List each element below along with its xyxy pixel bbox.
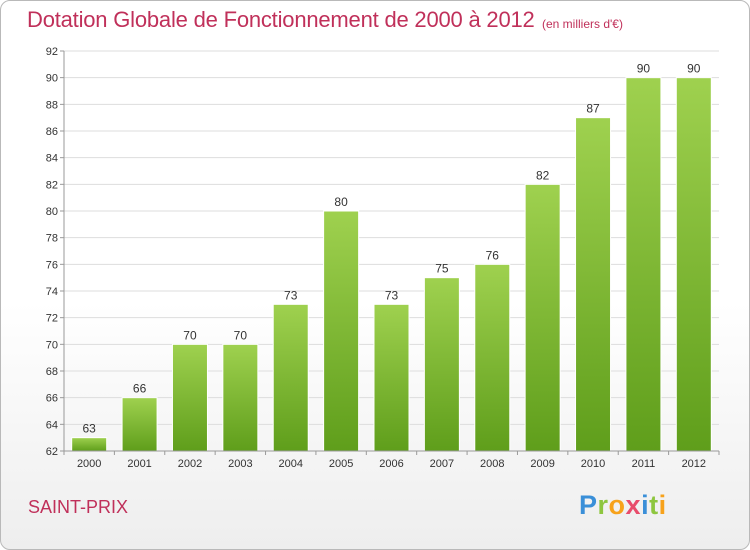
x-tick-label-2010: 2010	[581, 458, 605, 470]
x-tick-label-2005: 2005	[329, 458, 353, 470]
bar-2005	[323, 210, 360, 452]
x-tick-label-2008: 2008	[480, 458, 504, 470]
data-label-2000: 63	[83, 422, 97, 436]
y-tick-label: 84	[46, 153, 58, 165]
logo-letter: t	[649, 490, 659, 520]
bar-2009	[524, 183, 561, 452]
bar-2000	[71, 437, 108, 452]
chart-title: Dotation Globale de Fonctionnement de 20…	[27, 7, 535, 32]
data-label-2002: 70	[183, 328, 197, 342]
logo-letter: P	[579, 490, 598, 520]
logo-letter: x	[625, 490, 642, 520]
logo-letter: r	[597, 490, 609, 520]
data-label-2012: 90	[687, 62, 701, 76]
chart-subtitle: (en milliers d'€)	[542, 17, 623, 31]
y-tick-label: 72	[46, 313, 58, 325]
y-tick-label: 90	[46, 73, 58, 85]
bar-2010	[575, 117, 612, 452]
logo-letter: o	[608, 490, 626, 520]
y-tick-label: 78	[46, 233, 58, 245]
x-tick-label-2003: 2003	[228, 458, 252, 470]
y-tick-label: 82	[46, 179, 58, 191]
x-tick-label-2011: 2011	[632, 458, 656, 470]
data-label-2003: 70	[234, 328, 248, 342]
logo-letter: i	[658, 490, 667, 520]
y-tick-label: 64	[46, 419, 58, 431]
data-label-2008: 76	[486, 248, 500, 262]
x-axis: 2000 2001 2002 2003 2004 2005 2006 2007 2008 2009…	[63, 450, 720, 470]
y-tick-label: 62	[46, 446, 58, 458]
bars: 63 66 70 70 73 80 73 75 76 82 87 90 90	[71, 62, 712, 452]
y-tick-label: 92	[46, 46, 58, 58]
data-label-2001: 66	[133, 382, 147, 396]
data-label-2005: 80	[334, 195, 348, 209]
bar-2012	[675, 77, 712, 452]
proxiti-logo[interactable]: Proxiti	[579, 490, 667, 521]
x-tick-label-2012: 2012	[682, 458, 706, 470]
x-tick-label-2004: 2004	[278, 458, 302, 470]
data-label-2007: 75	[435, 262, 449, 276]
bar-2004	[272, 303, 309, 452]
x-tick-label-2001: 2001	[127, 458, 151, 470]
y-tick-label: 76	[46, 259, 58, 271]
data-label-2006: 73	[385, 288, 399, 302]
y-tick-label: 86	[46, 126, 58, 138]
bar-2001	[121, 397, 158, 452]
bar-2006	[373, 303, 410, 452]
y-tick-label: 70	[46, 339, 58, 351]
y-tick-label: 74	[46, 286, 58, 298]
y-tick-label: 88	[46, 99, 58, 111]
x-tick-label-2009: 2009	[530, 458, 554, 470]
bar-2007	[423, 277, 460, 452]
bar-2002	[171, 343, 208, 452]
bar-2008	[474, 263, 511, 452]
y-tick-label: 66	[46, 393, 58, 405]
x-tick-label-2002: 2002	[178, 458, 202, 470]
data-label-2004: 73	[284, 288, 298, 302]
y-axis: 62 64 66 68 70 72 74 76 78 80 82 84 86 88 90 92	[46, 46, 65, 458]
data-label-2011: 90	[637, 62, 651, 76]
data-label-2010: 87	[586, 102, 600, 116]
logo-letter: i	[641, 490, 650, 520]
bar-2003	[222, 343, 259, 452]
x-tick-label-2000: 2000	[77, 458, 101, 470]
data-label-2009: 82	[536, 168, 550, 182]
y-tick-label: 80	[46, 206, 58, 218]
y-tick-label: 68	[46, 366, 58, 378]
bar-2011	[625, 77, 662, 452]
commune-name: SAINT-PRIX	[28, 497, 129, 517]
x-tick-label-2006: 2006	[379, 458, 403, 470]
x-tick-label-2007: 2007	[430, 458, 454, 470]
